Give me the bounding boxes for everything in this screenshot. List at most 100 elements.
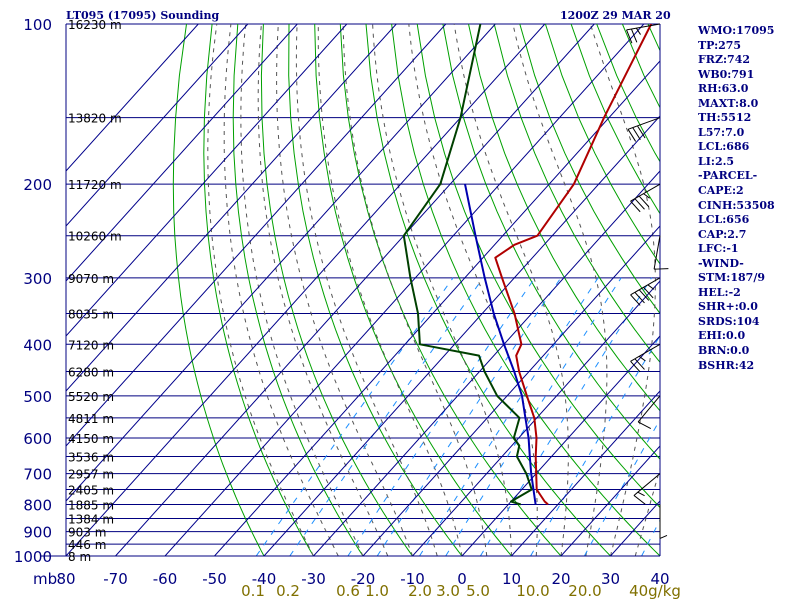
dry-adiabat-line [339,24,562,556]
dry-adiabat-lines [172,24,660,556]
index-line: SHR+:0.0 [698,300,758,314]
temperature-tick-label: -60 [153,570,178,588]
temperature-tick-label: 40 [650,570,669,588]
index-line: EHI:0.0 [698,329,746,343]
isotherm-line [66,24,199,172]
dry-adiabat-line [365,24,611,556]
height-label: 446 m [68,538,106,552]
temperature-tick-label: 80 [56,570,75,588]
moist-adiabat-line [512,24,608,556]
pressure-axis-labels: 1000 900 800 700 600 500 400 300 200 100 mb [14,16,57,588]
dry-adiabat-line [391,24,660,556]
pressure-tick-label: 600 [23,430,52,448]
wind-barb-feather [638,195,650,208]
wind-barb-feather [638,289,650,301]
wind-barb-feather [647,284,655,290]
height-label: 4150 m [68,432,114,446]
pressure-tick-label: 300 [23,270,52,288]
wind-barb-feather [637,125,646,139]
wind-barb-feather [630,28,638,43]
wind-barb-feather [654,268,669,270]
moist-adiabat-line [276,24,413,556]
wind-barb-feather [643,193,650,199]
dry-adiabat-line [416,24,660,509]
dry-adiabat-line [203,24,314,556]
plot-frame [40,24,661,557]
wind-barb-feather [630,360,641,373]
mixing-ratio-line [479,277,653,556]
isotherm-line [164,24,645,556]
wind-barb-staff [630,183,661,202]
wind-barb-feather [638,355,646,362]
isotherm-lines [66,24,660,556]
moist-adiabat-line [589,24,656,556]
index-line: LCL:686 [698,140,750,154]
mixing-ratio-line [419,277,599,556]
isotherm-line [66,24,447,447]
index-line: MAXT:8.0 [698,96,759,110]
height-label: 5520 m [68,390,114,404]
mixing-ratio-label: 1.0 [365,582,389,600]
pressure-tick-label: 500 [23,388,52,406]
height-label: 11720 m [68,178,122,192]
index-line: SRDS:104 [698,314,760,328]
mixing-ratio-label: 2.0 [408,582,432,600]
index-line: -WIND- [698,256,744,270]
index-line: TH:5512 [698,111,752,125]
mixing-ratio-line [530,334,660,556]
isotherm-line [412,280,660,556]
dry-adiabat-line [544,24,660,265]
temperature-tick-label: -20 [351,570,376,588]
index-line: LI:2.5 [698,154,735,168]
wind-barb-feather [630,294,641,306]
height-label: 16230 m [68,18,122,32]
dry-adiabat-line [519,24,660,315]
mixing-ratio-label: 20.0 [568,582,601,600]
height-label: 8035 m [68,307,114,321]
height-label: 9070 m [68,272,114,286]
pressure-tick-label: 900 [23,524,52,542]
isobar-lines [66,23,660,557]
temperature-axis-labels: 80 -70 -60 -50 -40 -30 -20 -10 0 10 20 30 40 [56,570,669,588]
isotherm-line [313,170,660,556]
wind-barb-feather [643,286,654,299]
wind-barb-feather [637,421,652,430]
isotherm-line [115,24,595,556]
dry-adiabat-line [288,24,463,556]
height-label: 1384 m [68,512,114,526]
isotherm-line [214,60,660,556]
wind-barb-feather [630,200,641,213]
isotherm-line [66,24,298,282]
isotherm-line [461,335,660,556]
mixing-ratio-line [376,277,562,556]
isotherm-line [511,390,660,556]
wind-barb-feather [634,358,645,370]
index-line: CAP:2.7 [698,227,747,241]
temperature-tick-label: 0 [457,570,467,588]
mixing-ratio-label: 10.0 [516,582,549,600]
index-line: FRZ:742 [698,53,751,67]
index-line: HEL:-2 [698,285,741,299]
station-title: LT095 (17095) Sounding [66,9,220,22]
index-line: -PARCEL- [698,169,758,183]
mixing-ratio-label: 0.2 [276,582,300,600]
isotherm-line [560,445,660,556]
height-label: 1885 m [68,498,114,512]
mixing-ratio-line [255,277,454,556]
valid-time: 1200Z 29 MAR 20 [560,9,671,22]
temperature-tick-label: -10 [400,570,425,588]
wind-barb-staff [630,343,661,362]
height-label: 4811 m [68,412,114,426]
mixing-ratio-label: 40g/kg [629,582,681,600]
dry-adiabat-line [442,24,660,460]
mixing-ratio-label: 3.0 [436,582,460,600]
index-line: TP:275 [698,38,742,52]
height-label: 3536 m [68,450,114,464]
height-label: 10260 m [68,230,122,244]
wind-barb-feather [633,495,646,505]
dry-adiabat-line [232,24,364,556]
temperature-tick-label: 30 [601,570,620,588]
isotherm-line [66,24,249,227]
wind-barb-staff [653,235,661,270]
